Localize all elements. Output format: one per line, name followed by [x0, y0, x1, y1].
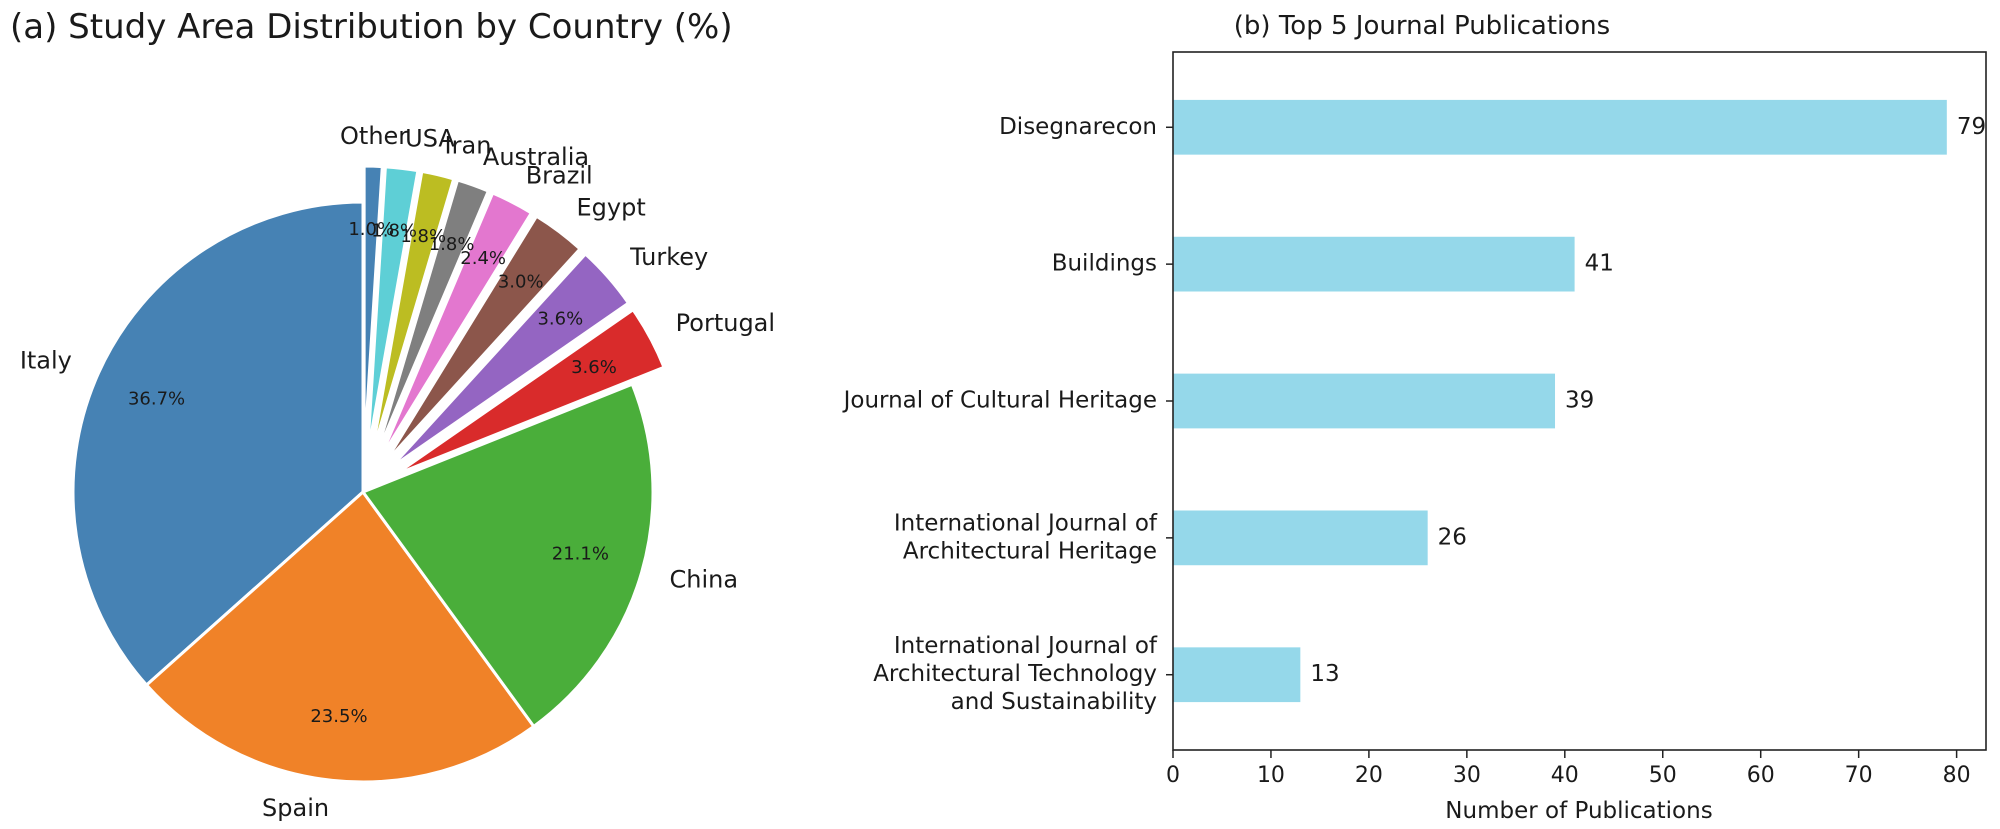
- y-tick-label: Buildings: [1052, 251, 1157, 277]
- bar-value-label: 79: [1957, 114, 1986, 140]
- pie-percent-iran: 1.8%: [400, 226, 446, 247]
- x-tick-label: 20: [1355, 763, 1383, 788]
- pie-label-usa: USA: [405, 125, 455, 153]
- bar-1: [1173, 99, 1947, 155]
- x-axis: 0 10 20 30 40 50 60 70 80: [1166, 750, 1971, 788]
- x-tick-label: 40: [1551, 763, 1579, 788]
- y-tick-label: Disegnarecon: [999, 114, 1157, 140]
- pie-slice-iran: [369, 169, 456, 459]
- bar-value-label: 13: [1310, 661, 1339, 687]
- pie-slice-other: [362, 164, 384, 458]
- pie-percent-turkey: 3.6%: [537, 308, 583, 329]
- pie-percent-china: 21.1%: [552, 544, 609, 565]
- x-tick-label: 0: [1166, 763, 1180, 788]
- pie-percent-other: 1.0%: [348, 219, 394, 240]
- bar-4: [1173, 510, 1428, 566]
- pie-label-australia: Australia: [483, 143, 589, 171]
- pie-chart-panel: (a) Study Area Distribution by Country (…: [10, 7, 775, 822]
- pie-label-iran: Iran: [445, 131, 492, 159]
- pie-slice-usa: [365, 165, 420, 458]
- pie-slice-china: [361, 382, 655, 728]
- bar-value-label: 26: [1438, 524, 1467, 550]
- pie-label-portugal: Portugal: [676, 309, 775, 337]
- pie-slice-brazil: [377, 191, 533, 462]
- y-tick-label: Journal of Cultural Heritage: [842, 388, 1157, 414]
- pie-labels: Italy 36.7% Spain 23.5% China 21.1% Portugal 3.…: [20, 122, 775, 822]
- pie-label-brazil: Brazil: [526, 161, 593, 189]
- bar-5: [1173, 647, 1301, 703]
- x-tick-label: 60: [1747, 763, 1775, 788]
- bar-2: [1173, 236, 1575, 292]
- pie-slice-portugal: [393, 308, 666, 477]
- pie-slice-spain: [145, 490, 536, 784]
- pie-label-italy: Italy: [20, 347, 72, 375]
- bar-chart-title: (b) Top 5 Journal Publications: [1234, 11, 1610, 41]
- bar-value-label: 39: [1565, 388, 1594, 414]
- pie-percent-usa: 1.8%: [371, 221, 417, 242]
- pie-slices: [71, 164, 666, 784]
- pie-slice-italy: [71, 200, 365, 687]
- pie-percent-egypt: 3.0%: [498, 272, 544, 293]
- pie-percent-portugal: 3.6%: [571, 357, 617, 378]
- pie-percent-spain: 23.5%: [310, 706, 367, 727]
- pie-label-other: Other: [340, 122, 408, 150]
- pie-chart-title: (a) Study Area Distribution by Country (…: [10, 7, 733, 47]
- x-tick-label: 80: [1943, 763, 1971, 788]
- y-tick-label: International Journal of Architectural He…: [894, 510, 1158, 564]
- pie-slice-turkey: [388, 252, 630, 470]
- pie-label-china: China: [670, 565, 739, 593]
- x-axis-label: Number of Publications: [1445, 798, 1712, 824]
- pie-label-spain: Spain: [262, 794, 329, 822]
- x-tick-label: 10: [1257, 763, 1285, 788]
- pie-label-turkey: Turkey: [629, 243, 708, 271]
- pie-percent-italy: 36.7%: [128, 389, 185, 410]
- pie-label-egypt: Egypt: [576, 193, 645, 221]
- bar-value-label: 41: [1585, 251, 1614, 277]
- x-tick-label: 50: [1649, 763, 1677, 788]
- x-tick-label: 70: [1845, 763, 1873, 788]
- pie-percent-brazil: 2.4%: [460, 248, 506, 269]
- bar-marks: 79 Disegnarecon 41 Buildings 39 Journal of Cu…: [842, 99, 1986, 715]
- bar-3: [1173, 373, 1556, 429]
- pie-percent-australia: 1.8%: [429, 234, 475, 255]
- plot-frame: [1172, 51, 1987, 751]
- bar-chart-panel: (b) Top 5 Journal Publications 79 Disegna…: [842, 11, 1987, 824]
- pie-slice-australia: [373, 178, 490, 460]
- pie-slice-egypt: [383, 214, 582, 465]
- y-tick-label: International Journal of Architectural Te…: [873, 633, 1158, 715]
- x-tick-label: 30: [1453, 763, 1481, 788]
